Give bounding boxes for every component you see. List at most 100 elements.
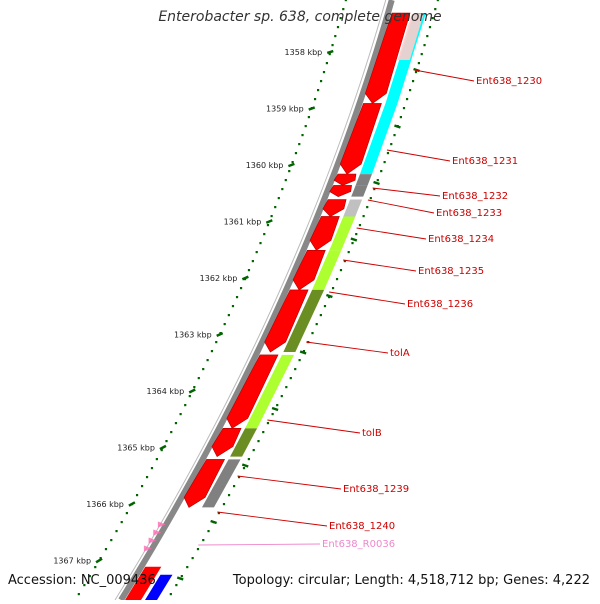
cds-feature[interactable] (312, 250, 342, 290)
inner-dotted-ring (298, 359, 301, 362)
outer-dotted-ring (170, 431, 173, 434)
outer-dotted-ring (120, 521, 123, 524)
outer-dotted-ring (331, 44, 334, 47)
outer-dotted-ring (239, 287, 243, 290)
gene-arrow[interactable] (292, 250, 326, 291)
cds-feature[interactable] (397, 14, 424, 60)
outer-dotted-ring (115, 530, 118, 533)
outer-dotted-ring (155, 458, 158, 461)
inner-dotted-ring (434, 8, 437, 11)
gene-label[interactable]: Ent638_1233 (436, 208, 502, 219)
cds-feature[interactable] (351, 185, 368, 197)
outer-dotted-ring (304, 125, 307, 128)
gene-arrow[interactable] (329, 185, 352, 198)
cds-feature[interactable] (201, 459, 241, 508)
gene-arrow[interactable] (226, 354, 279, 429)
kbp-tick (326, 49, 334, 55)
kbp-tick (128, 501, 136, 507)
outer-dotted-ring (281, 188, 284, 191)
inner-dotted-ring (280, 395, 283, 398)
outer-dotted-ring (83, 584, 86, 587)
gene-label[interactable]: Ent638_1234 (428, 234, 494, 245)
gene-arrow[interactable] (264, 289, 309, 353)
gene-leader-line (367, 199, 435, 214)
inner-dotted-ring (271, 413, 274, 416)
kbp-tick-label: 1358 kbp (285, 48, 323, 57)
gene-arrow[interactable] (333, 173, 357, 186)
genome-backbone (118, 0, 395, 602)
outer-dotted-ring (328, 53, 331, 56)
cds-feature[interactable] (230, 428, 258, 457)
outer-dotted-ring (223, 323, 226, 326)
gene-label[interactable]: Ent638_1240 (329, 521, 395, 532)
outer-dotted-ring (334, 35, 337, 38)
cds-feature[interactable] (343, 199, 363, 217)
cds-feature[interactable] (145, 574, 173, 600)
gene-arrow[interactable] (309, 216, 340, 251)
gene-label[interactable]: Ent638_1239 (343, 484, 409, 495)
trna-feature[interactable] (148, 537, 157, 544)
inner-dotted-ring (335, 278, 339, 281)
inner-dotted-ring (311, 332, 314, 335)
outer-dotted-ring (174, 422, 178, 425)
gene-label[interactable]: Ent638_R0036 (322, 539, 395, 550)
inner-dotted-ring (358, 224, 362, 227)
inner-dotted-ring (227, 494, 231, 497)
outer-dotted-ring (193, 386, 196, 389)
inner-dotted-ring (408, 89, 412, 92)
gene-leader-line (329, 291, 406, 305)
outer-dotted-ring (188, 395, 191, 398)
trna-feature[interactable] (153, 529, 162, 536)
inner-dotted-ring (343, 260, 346, 263)
gene-label[interactable]: tolA (390, 348, 410, 359)
gene-label[interactable]: Ent638_1235 (418, 266, 484, 277)
genome-backbone-edge (114, 0, 387, 601)
cds-feature[interactable] (355, 174, 372, 186)
cds-feature[interactable] (283, 289, 325, 353)
gene-arrow[interactable] (322, 199, 347, 217)
cds-feature[interactable] (245, 354, 294, 429)
gene-label[interactable]: Ent638_1231 (452, 156, 518, 167)
inner-dotted-ring (232, 485, 236, 488)
gene-label[interactable]: tolB (362, 428, 382, 439)
inner-dotted-ring (247, 458, 250, 461)
gene-arrow[interactable] (183, 459, 226, 508)
trna-feature[interactable] (157, 521, 166, 528)
gene-label[interactable]: Ent638_1236 (407, 299, 473, 310)
outer-dotted-ring (206, 359, 209, 362)
inner-tick (176, 576, 184, 581)
gene-label[interactable]: Ent638_1230 (476, 76, 542, 87)
inner-dotted-ring (426, 35, 429, 38)
inner-dotted-ring (196, 548, 200, 551)
trna-feature[interactable] (143, 545, 152, 552)
inner-dotted-ring (423, 44, 426, 47)
gene-leader-line (306, 341, 389, 354)
outer-dotted-ring (197, 377, 200, 380)
inner-tick (350, 237, 358, 242)
inner-dotted-ring (390, 143, 393, 146)
gene-arrow[interactable] (125, 566, 162, 600)
outer-dotted-ring (255, 251, 258, 254)
gene-arrow[interactable] (365, 12, 411, 104)
outer-dotted-ring (77, 593, 80, 596)
inner-dotted-ring (207, 530, 210, 533)
inner-dotted-ring (405, 98, 409, 101)
inner-tick (241, 463, 249, 468)
outer-dotted-ring (325, 62, 328, 65)
cds-feature[interactable] (359, 103, 398, 175)
cds-feature[interactable] (329, 216, 356, 251)
outer-dotted-ring (215, 341, 218, 344)
gene-arrow[interactable] (339, 103, 382, 175)
inner-dotted-ring (217, 512, 220, 515)
kbp-tick-label: 1363 kbp (174, 331, 212, 340)
inner-dotted-ring (339, 269, 343, 272)
kbp-tick-label: 1360 kbp (246, 161, 284, 170)
gene-label[interactable]: Ent638_1232 (442, 191, 508, 202)
inner-dotted-ring (175, 584, 178, 587)
outer-dotted-ring (140, 485, 144, 488)
kbp-tick-label: 1362 kbp (200, 274, 238, 283)
kbp-tick (159, 444, 167, 451)
gene-leader-line (356, 227, 427, 240)
inner-dotted-ring (294, 368, 297, 371)
gene-arrow[interactable] (211, 428, 242, 458)
